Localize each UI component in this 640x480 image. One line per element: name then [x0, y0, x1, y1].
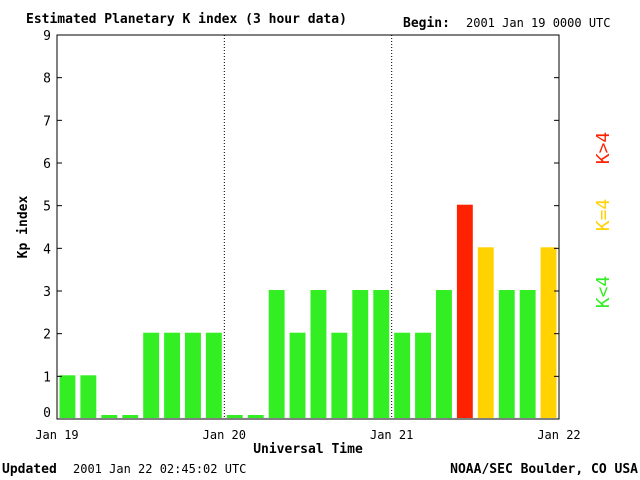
- kp-bar: [498, 290, 515, 418]
- kp-bar: [59, 375, 76, 418]
- kp-bar: [436, 290, 452, 418]
- kp-bar: [185, 332, 201, 418]
- chart-title: Estimated Planetary K index (3 hour data…: [26, 12, 347, 27]
- kp-bar: [519, 290, 536, 418]
- day-separators: [223, 35, 393, 419]
- kp-bar: [373, 290, 390, 418]
- kp-bar: [143, 332, 160, 418]
- kp-bar: [540, 247, 557, 418]
- kp-bar: [226, 415, 243, 418]
- x-tick-label: Jan 22: [537, 428, 580, 442]
- y-tick-label: 1: [43, 370, 51, 385]
- begin-value: 2001 Jan 19 0000 UTC: [466, 16, 611, 30]
- kp-bar: [122, 415, 139, 418]
- x-ticks: Jan 19 Jan 20 Jan 21 Jan 22: [35, 428, 580, 442]
- kp-bar: [247, 415, 264, 418]
- updated-value: 2001 Jan 22 02:45:02 UTC: [73, 462, 246, 476]
- plot-frame: [56, 34, 560, 420]
- y-tick-label: 3: [43, 285, 51, 300]
- y-ticks: 0 1 2 3 4 5 6 7 8 9: [43, 29, 559, 421]
- kp-bar: [164, 332, 180, 418]
- kp-bar: [456, 204, 473, 418]
- y-tick-label: 9: [43, 29, 51, 44]
- legend-equal: K=4: [593, 199, 614, 232]
- updated-label: Updated: [2, 462, 57, 477]
- y-tick-label: 2: [43, 328, 51, 343]
- kp-bar: [205, 332, 222, 418]
- kp-bar: [394, 332, 411, 418]
- legend-low: K<4: [593, 276, 614, 309]
- x-tick-label: Jan 20: [203, 428, 246, 442]
- legend: K<4 K=4 K>4: [593, 132, 614, 309]
- kp-bar: [268, 290, 285, 418]
- y-tick-label: 5: [43, 200, 51, 215]
- legend-high: K>4: [593, 132, 614, 165]
- y-tick-label: 7: [43, 114, 51, 129]
- kp-bar: [101, 415, 118, 418]
- kp-bar: [80, 375, 97, 418]
- y-axis-label: Kp index: [16, 196, 31, 259]
- x-tick-label: Jan 21: [370, 428, 413, 442]
- y-tick-label: 6: [43, 157, 51, 172]
- kp-bar: [415, 332, 431, 418]
- x-axis-label: Universal Time: [253, 442, 363, 457]
- y-tick-label: 0: [43, 406, 51, 421]
- kp-bar: [477, 247, 494, 418]
- y-tick-label: 8: [43, 72, 51, 87]
- x-tick-label: Jan 19: [35, 428, 78, 442]
- kp-bar: [310, 290, 327, 418]
- plot-area: 0 1 2 3 4 5 6 7 8 9 Jan 19 Jan 20 Jan 21 Jan 22: [35, 29, 580, 442]
- source-label: NOAA/SEC Boulder, CO USA: [450, 462, 638, 477]
- kp-bar: [331, 332, 348, 418]
- kp-bar: [352, 290, 369, 418]
- kp-bar: [289, 332, 306, 418]
- y-tick-label: 4: [43, 242, 51, 257]
- bars: [59, 204, 557, 418]
- begin-label: Begin:: [403, 16, 450, 31]
